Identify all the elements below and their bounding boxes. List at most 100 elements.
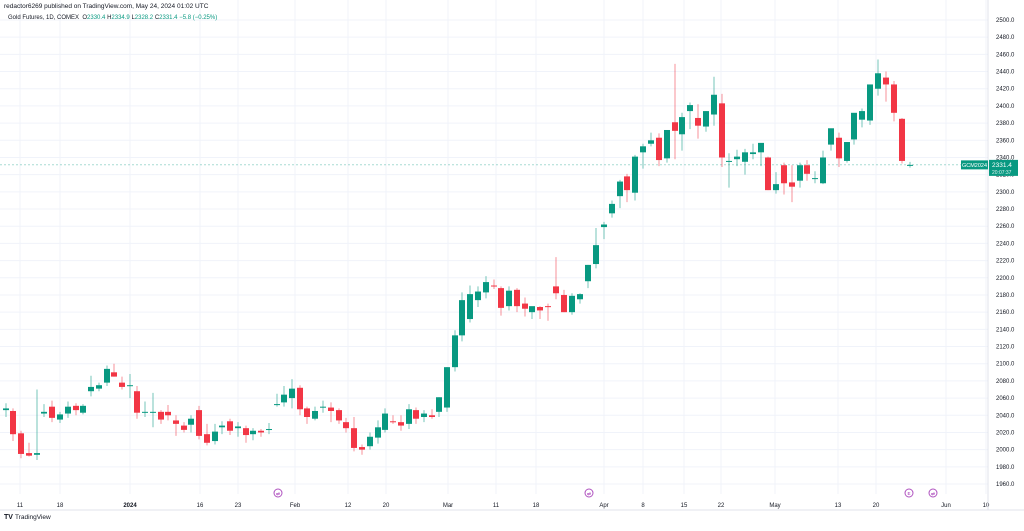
candle[interactable] <box>851 112 857 145</box>
candle[interactable] <box>351 416 357 452</box>
candle[interactable] <box>506 286 512 311</box>
candle[interactable] <box>297 385 303 416</box>
candle[interactable] <box>632 154 638 201</box>
candle[interactable] <box>289 379 295 409</box>
candle[interactable] <box>836 132 842 167</box>
split-event-icon[interactable]: ⇄ <box>273 488 283 498</box>
candle[interactable] <box>891 81 897 122</box>
candle[interactable] <box>781 162 787 195</box>
tradingview-branding[interactable]: TV TradingView <box>4 514 51 521</box>
candle[interactable] <box>883 71 889 102</box>
candle[interactable] <box>529 306 535 320</box>
candle[interactable] <box>158 410 164 424</box>
candle[interactable] <box>593 227 599 269</box>
candle[interactable] <box>204 423 210 446</box>
candle[interactable] <box>498 286 504 316</box>
candle[interactable] <box>328 402 334 423</box>
candle[interactable] <box>336 408 342 424</box>
candle[interactable] <box>26 442 32 457</box>
candle[interactable] <box>80 404 86 415</box>
candle[interactable] <box>687 102 693 130</box>
candle[interactable] <box>750 143 756 160</box>
candle[interactable] <box>367 432 373 450</box>
candle[interactable] <box>18 430 24 459</box>
candle[interactable] <box>173 415 179 436</box>
split-event-icon[interactable]: ⇄ <box>928 488 938 498</box>
candle[interactable] <box>553 257 559 300</box>
candle[interactable] <box>227 418 233 436</box>
candle[interactable] <box>41 404 47 417</box>
candle[interactable] <box>797 162 803 188</box>
candle[interactable] <box>134 386 140 419</box>
candle[interactable] <box>828 128 834 151</box>
candle[interactable] <box>899 117 905 164</box>
candle[interactable] <box>758 142 764 167</box>
split-event-icon[interactable]: ⇄ <box>584 488 594 498</box>
candle[interactable] <box>491 279 497 289</box>
candle[interactable] <box>406 404 412 430</box>
candle[interactable] <box>111 363 117 377</box>
candle[interactable] <box>49 400 55 423</box>
candle[interactable] <box>726 153 732 188</box>
candle[interactable] <box>119 376 125 390</box>
candle[interactable] <box>577 293 583 304</box>
earnings-event-icon[interactable]: E <box>904 488 914 498</box>
candle[interactable] <box>150 392 156 428</box>
candle[interactable] <box>569 293 575 315</box>
candle[interactable] <box>867 84 873 125</box>
candle[interactable] <box>382 408 388 433</box>
candle[interactable] <box>789 165 795 203</box>
candle[interactable] <box>514 288 520 313</box>
candle[interactable] <box>452 330 458 372</box>
candle[interactable] <box>258 429 264 437</box>
candle[interactable] <box>624 173 630 203</box>
candle[interactable] <box>96 382 102 392</box>
candle[interactable] <box>672 63 678 160</box>
candle[interactable] <box>742 148 748 175</box>
candle[interactable] <box>142 401 148 417</box>
candle[interactable] <box>413 407 419 424</box>
candle[interactable] <box>648 132 654 147</box>
candle[interactable] <box>820 150 826 185</box>
candle[interactable] <box>640 143 646 169</box>
candle[interactable] <box>243 425 249 443</box>
candle[interactable] <box>703 111 709 132</box>
candle[interactable] <box>483 276 489 299</box>
candle[interactable] <box>320 400 326 413</box>
candle[interactable] <box>165 404 171 421</box>
candle[interactable] <box>281 386 287 407</box>
candle[interactable] <box>859 108 865 128</box>
candle[interactable] <box>522 297 528 317</box>
candle[interactable] <box>711 76 717 126</box>
candle[interactable] <box>375 420 381 444</box>
candle[interactable] <box>773 172 779 194</box>
candle[interactable] <box>266 423 272 435</box>
candle[interactable] <box>196 405 202 440</box>
candle[interactable] <box>398 415 404 431</box>
candle[interactable] <box>343 417 349 433</box>
candle[interactable] <box>188 415 194 433</box>
candle[interactable] <box>609 200 615 218</box>
candle[interactable] <box>65 401 71 418</box>
candle[interactable] <box>219 421 225 435</box>
candle[interactable] <box>73 403 79 416</box>
candle[interactable] <box>844 142 850 163</box>
candle[interactable] <box>436 397 442 417</box>
candle[interactable] <box>459 292 465 342</box>
candle[interactable] <box>804 160 810 181</box>
candle[interactable] <box>34 389 40 460</box>
candle[interactable] <box>235 422 241 437</box>
candle[interactable] <box>679 112 685 151</box>
candle[interactable] <box>390 415 396 424</box>
candle[interactable] <box>656 133 662 167</box>
candle[interactable] <box>212 423 218 445</box>
candle[interactable] <box>664 129 670 163</box>
candle[interactable] <box>719 93 725 167</box>
candle[interactable] <box>104 365 110 387</box>
candle[interactable] <box>734 149 740 167</box>
candle[interactable] <box>907 161 913 168</box>
candle[interactable] <box>304 406 310 424</box>
candle[interactable] <box>617 179 623 209</box>
